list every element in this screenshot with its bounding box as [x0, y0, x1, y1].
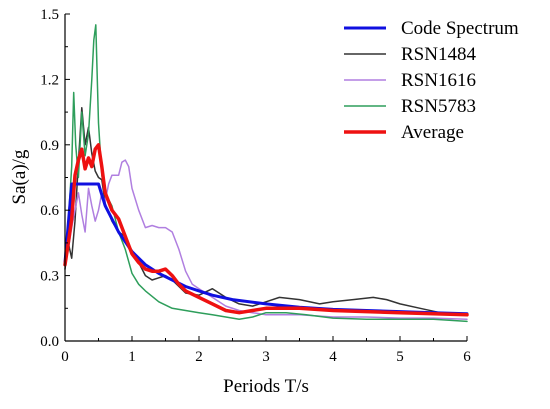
series-line-rsn1616	[64, 159, 468, 320]
x-tick-label: 2	[195, 349, 203, 365]
y-tick-label: 0.9	[40, 138, 59, 154]
y-tick-label: 1.5	[40, 7, 59, 23]
x-tick-label: 5	[396, 349, 404, 365]
x-tick-label: 3	[262, 349, 270, 365]
series-line-rsn1484	[64, 106, 468, 316]
y-tick-label: 0.0	[40, 334, 59, 350]
x-tick-label: 4	[329, 349, 337, 365]
x-tick-label: 0	[61, 349, 69, 365]
y-tick-label: 0.3	[40, 269, 59, 285]
x-axis-title: Periods T/s	[223, 376, 309, 397]
y-tick-label: 1.2	[40, 72, 59, 88]
legend-label: RSN5783	[401, 96, 476, 117]
y-tick-label: 0.6	[40, 203, 59, 219]
legend-label: Code Spectrum	[401, 18, 519, 39]
ticks: 0 1 2 3 4 5 6 0.0 0.3 0.6 0.9 1.2 1.5	[40, 7, 471, 365]
x-tick-label: 6	[463, 349, 471, 365]
plot-lines	[63, 24, 469, 323]
legend-label: Average	[401, 122, 464, 143]
legend-label: RSN1616	[401, 70, 476, 91]
series-line-rsn5783	[64, 24, 468, 323]
series-line-average	[63, 143, 469, 317]
legend: Code Spectrum RSN1484 RSN1616 RSN5783 Averag…	[344, 18, 519, 143]
y-axis-title: Sa(a)/g	[9, 149, 30, 204]
x-tick-label: 1	[128, 349, 136, 365]
legend-label: RSN1484	[401, 44, 476, 65]
